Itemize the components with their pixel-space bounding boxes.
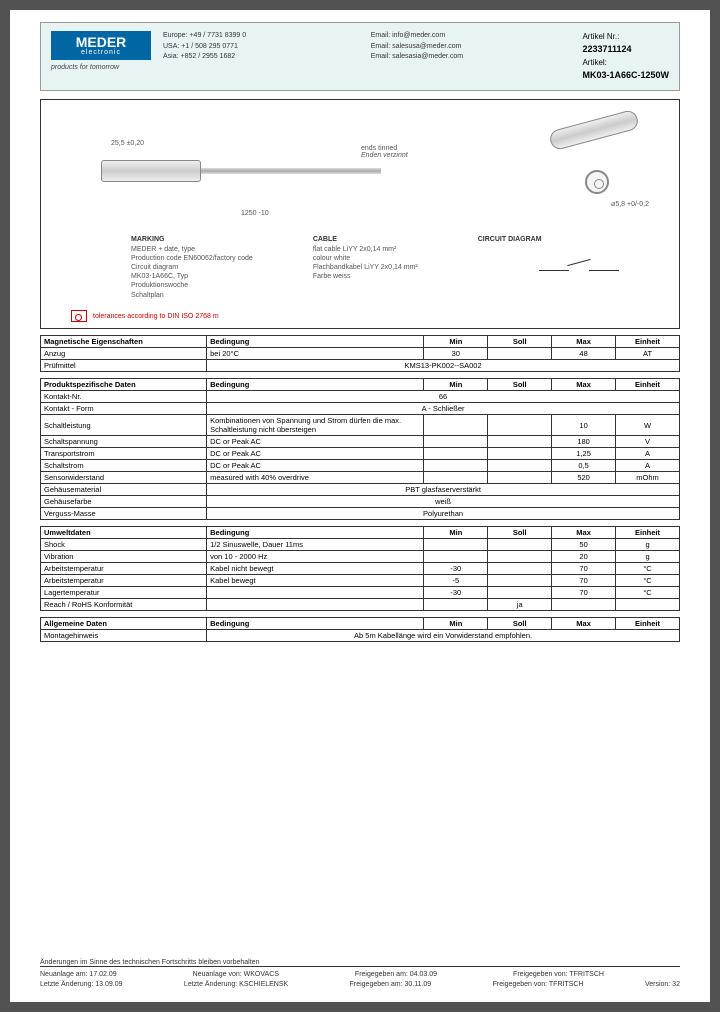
email-asia: Email: salesasia@meder.com [371, 52, 571, 63]
table-row: Anzugbei 20°C3048AT [41, 348, 680, 360]
email-eu: Email: info@meder.com [371, 31, 571, 42]
contact-eu: Europe: +49 / 7731 8399 0 [163, 31, 363, 42]
table-row: Shock1/2 Sinuswelle, Dauer 11ms50g [41, 539, 680, 551]
table-row: Verguss-MassePolyurethan [41, 508, 680, 520]
datasheet-page: MEDER electronic products for tomorrow E… [10, 10, 710, 1002]
footer-row-2: Letzte Änderung: 13.09.09 Letzte Änderun… [40, 980, 680, 990]
table-row: PrüfmittelKMS13-PK002--SA002 [41, 360, 680, 372]
dimension-diameter: ⌀5,8 +0/-0,2 [611, 200, 649, 208]
table-row: Reach / RoHS Konformitätja [41, 599, 680, 611]
cable-note: CABLE flat cable LiYY 2x0,14 mm² colour … [313, 235, 418, 300]
logo-sub: electronic [53, 49, 149, 56]
ends-tinned-label: ends tinned Enden verzinnt [361, 145, 408, 159]
table-row: MontagehinweisAb 5m Kabellänge wird ein … [41, 630, 680, 642]
table-row: Vibrationvon 10 - 2000 Hz20g [41, 551, 680, 563]
table-row: Gehäusefarbeweiß [41, 496, 680, 508]
env-table: UmweltdatenBedingungMinSollMaxEinheitSho… [40, 526, 680, 611]
artikel-block: Artikel Nr.: 2233711124 Artikel: MK03-1A… [582, 31, 669, 82]
email-us: Email: salesusa@meder.com [371, 42, 571, 53]
footer-row-1: Neuanlage am: 17.02.09 Neuanlage von: WK… [40, 970, 680, 980]
mag-table: Magnetische EigenschaftenBedingungMinSol… [40, 335, 680, 372]
sensor-side-view [548, 109, 640, 152]
contact-email: Email: info@meder.com Email: salesusa@me… [371, 31, 571, 63]
gen-table: Allgemeine DatenBedingungMinSollMaxEinhe… [40, 617, 680, 642]
tables-container: Magnetische EigenschaftenBedingungMinSol… [40, 335, 680, 642]
header-box: MEDER electronic products for tomorrow E… [40, 22, 680, 91]
table-row: SchaltspannungDC or Peak AC180V [41, 436, 680, 448]
table-row: ArbeitstemperaturKabel nicht bewegt-3070… [41, 563, 680, 575]
table-row: SchaltleistungKombinationen von Spannung… [41, 415, 680, 436]
contact-asia: Asia: +852 / 2955 1682 [163, 52, 363, 63]
artikel-nr: 2233711124 [582, 44, 631, 54]
logo-area: MEDER electronic products for tomorrow [51, 31, 151, 71]
table-row: Sensorwiderstandmeasured with 40% overdr… [41, 472, 680, 484]
circuit-diagram-symbol [539, 260, 619, 280]
footer: Änderungen im Sinne des technischen Fort… [40, 959, 680, 990]
table-row: TransportstromDC or Peak AC1,25A [41, 448, 680, 460]
diagram-notes: MARKING MEDER + date, type Production co… [131, 235, 542, 300]
meder-logo: MEDER electronic [51, 31, 151, 60]
table-row: Kontakt - FormA - Schließer [41, 403, 680, 415]
table-row: Lagertemperatur-3070°C [41, 587, 680, 599]
prod-table: Produktspezifische DatenBedingungMinSoll… [40, 378, 680, 520]
marking-note: MARKING MEDER + date, type Production co… [131, 235, 253, 300]
table-row: GehäusematerialPBT glasfaserverstärkt [41, 484, 680, 496]
dimension-length: 25,5 ±0,20 [111, 140, 144, 147]
artikel-label: Artikel: [582, 57, 669, 69]
contact-us: USA: +1 / 508 295 0771 [163, 42, 363, 53]
sensor-body-drawing [101, 160, 201, 182]
projection-icon [71, 310, 87, 322]
table-row: SchaltstromDC or Peak AC0,5A [41, 460, 680, 472]
footer-disclaimer: Änderungen im Sinne des technischen Fort… [40, 959, 680, 966]
artikel-nr-label: Artikel Nr.: [582, 31, 669, 43]
contact-region: Europe: +49 / 7731 8399 0 USA: +1 / 508 … [163, 31, 363, 63]
tolerance-note: tolerances according to DIN ISO 2768 m [71, 310, 219, 322]
tagline: products for tomorrow [51, 64, 151, 71]
logo-main: MEDER [53, 35, 149, 49]
technical-diagram: 25,5 ±0,20 1250 -10 ends tinned Enden ve… [40, 99, 680, 329]
contact-columns: Europe: +49 / 7731 8399 0 USA: +1 / 508 … [163, 31, 570, 63]
circuit-note: CIRCUIT DIAGRAM [478, 235, 542, 300]
sensor-cross-section [585, 170, 609, 194]
table-row: ArbeitstemperaturKabel bewegt-570°C [41, 575, 680, 587]
artikel-name: MK03-1A66C-1250W [582, 70, 669, 80]
sensor-cable-drawing [201, 168, 381, 174]
dimension-cable: 1250 -10 [241, 210, 269, 217]
table-row: Kontakt-Nr.66 [41, 391, 680, 403]
